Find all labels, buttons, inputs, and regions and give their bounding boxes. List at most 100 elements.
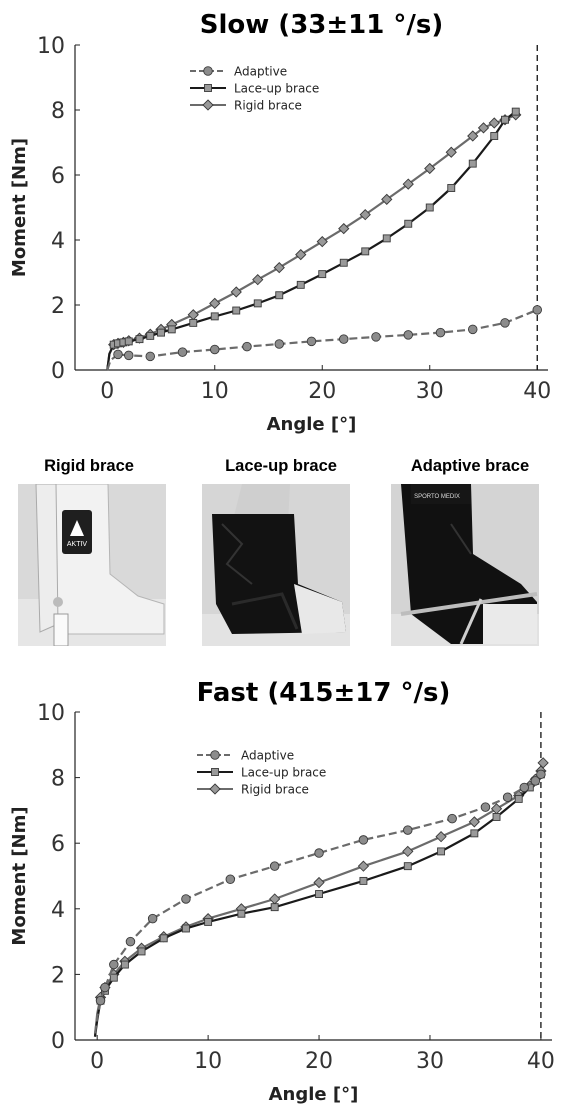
data-point <box>488 117 500 129</box>
chart-top-series-adaptive <box>106 305 543 371</box>
data-point <box>157 328 165 337</box>
chart-bottom-y-tick-label: 0 <box>51 1029 65 1054</box>
data-point <box>359 876 368 885</box>
chart-bottom-y-tick-label: 6 <box>51 832 65 857</box>
data-point <box>402 845 414 858</box>
data-point <box>537 757 549 769</box>
data-point <box>273 261 285 274</box>
data-point <box>269 893 281 905</box>
adaptive-brace-logo-text: SPORTO MEDIX <box>414 494 460 500</box>
data-point <box>232 306 241 315</box>
data-point <box>314 848 324 858</box>
series-line <box>93 762 545 1037</box>
slow-chart: Slow (33±11 °/s) 0 10 20 30 40 0 2 4 6 8 10 Angle [°… <box>9 10 551 435</box>
data-point <box>177 347 188 357</box>
data-point <box>514 794 523 803</box>
data-point <box>500 318 510 328</box>
chart-bottom-x-tick-label: 40 <box>527 1049 555 1074</box>
chart-top-series-lace-up-brace <box>106 107 520 371</box>
chart-top-legend: Adaptive Lace-up brace Rigid brace <box>190 65 319 113</box>
lace-up-brace-label: Lace-up brace <box>225 457 337 475</box>
data-point <box>490 803 503 815</box>
data-point <box>135 335 144 344</box>
data-point <box>467 130 479 142</box>
data-point <box>480 802 491 812</box>
data-point <box>181 894 191 904</box>
data-point <box>100 982 110 993</box>
data-point <box>435 327 446 338</box>
lace-up-brace-photo <box>202 484 350 646</box>
data-point <box>210 312 219 321</box>
data-point <box>359 209 371 221</box>
chart-bottom-title: Fast (415±17 °/s) <box>197 678 451 708</box>
data-point <box>318 270 327 279</box>
legend-entry: Lace-up brace <box>234 82 319 96</box>
data-point <box>167 325 176 334</box>
chart-top-y-tick-label: 0 <box>51 359 65 384</box>
legend-entry: Adaptive <box>234 65 287 79</box>
rigid-brace-image: AKTIV <box>18 484 166 646</box>
data-point <box>147 913 158 924</box>
data-point <box>209 297 221 310</box>
data-point <box>361 247 370 256</box>
data-point <box>358 835 369 845</box>
data-point <box>315 890 323 898</box>
data-point <box>109 959 119 970</box>
data-point <box>519 782 530 793</box>
data-point <box>403 330 414 340</box>
data-point <box>253 299 262 308</box>
data-point <box>403 825 413 835</box>
data-point <box>536 769 546 780</box>
data-point <box>425 203 434 212</box>
legend-entry: Lace-up brace <box>241 766 326 780</box>
data-point <box>275 291 284 300</box>
chart-bottom-x-tick-label: 0 <box>90 1049 104 1074</box>
chart-top-x-tick-label: 20 <box>308 379 336 404</box>
data-point <box>316 235 328 248</box>
chart-top-x-tick-label: 10 <box>201 379 229 404</box>
data-point <box>95 995 106 1006</box>
data-point <box>468 159 477 168</box>
data-point <box>313 876 325 889</box>
data-point <box>371 332 381 342</box>
data-point <box>187 309 199 321</box>
data-point <box>490 132 499 140</box>
legend-marker <box>203 66 213 76</box>
chart-bottom-x-tick-label: 30 <box>416 1049 444 1074</box>
data-point <box>123 350 134 361</box>
legend-entry: Rigid brace <box>241 783 309 797</box>
data-point <box>252 274 264 286</box>
rigid-brace-photo: AKTIV <box>18 484 166 646</box>
data-point <box>146 331 155 340</box>
data-point <box>532 305 543 315</box>
data-point <box>338 222 350 235</box>
chart-top-x-tick-label: 30 <box>416 379 444 404</box>
fast-chart: Fast (415±17 °/s) 0 10 20 30 40 0 2 4 6 8 10 Angle [… <box>9 678 555 1105</box>
data-point <box>402 178 414 190</box>
data-point <box>530 776 541 786</box>
chart-top-x-label: Angle [°] <box>267 414 357 435</box>
data-point <box>339 334 349 344</box>
chart-top-x-tick-label: 0 <box>100 379 114 404</box>
adaptive-brace-image: SPORTO MEDIX <box>391 484 539 646</box>
data-point <box>137 947 146 956</box>
series-line <box>93 773 542 1037</box>
chart-top-x-tick-label: 40 <box>523 379 551 404</box>
data-point <box>511 107 520 116</box>
data-point <box>189 318 198 327</box>
data-point <box>381 193 393 206</box>
legend-marker <box>209 783 221 795</box>
data-point <box>357 860 370 872</box>
data-point <box>209 344 220 355</box>
data-point <box>109 973 118 982</box>
chart-top-title: Slow (33±11 °/s) <box>200 10 444 40</box>
chart-bottom-series-adaptive <box>93 769 546 1034</box>
legend-marker <box>211 768 219 776</box>
data-point <box>124 337 133 346</box>
chart-bottom-y-label: Moment [Nm] <box>9 806 30 945</box>
chart-top-y-tick-label: 10 <box>37 34 65 59</box>
data-point <box>424 162 436 175</box>
data-point <box>492 813 501 821</box>
chart-bottom-y-tick-label: 10 <box>37 701 65 726</box>
data-point <box>270 903 279 912</box>
